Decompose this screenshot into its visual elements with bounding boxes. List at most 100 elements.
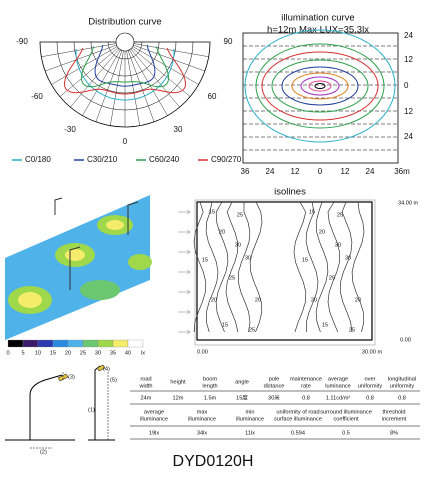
scale-cell (7, 339, 24, 348)
arrow (178, 329, 191, 335)
contour (339, 201, 353, 333)
corner-label: 0.00 (197, 349, 208, 355)
scale-label: 30 (95, 350, 101, 356)
scale-cell (82, 339, 99, 348)
contour (315, 201, 329, 333)
scale-label: 25 (80, 350, 86, 356)
scale-cell (22, 339, 39, 348)
polar-curve (75, 48, 175, 101)
contour-label: 30 (245, 255, 251, 261)
table-header: luminance (325, 383, 351, 389)
x-label: 36m (394, 167, 410, 176)
y-label: 12 (404, 55, 413, 64)
corner-label: 34.00 m (398, 200, 419, 206)
table-header: average (328, 376, 348, 382)
x-label: 12 (291, 167, 300, 176)
table-header: surround illuminance (320, 409, 372, 415)
arrow (178, 229, 191, 235)
scale-cell (127, 339, 144, 348)
angle-label: -30 (64, 125, 76, 134)
arrow (178, 209, 191, 215)
footer: DYD0120H (173, 453, 254, 470)
iso-lux (300, 76, 340, 96)
polar-spoke (41, 41, 126, 57)
contour-label: 25 (329, 275, 335, 281)
polar-hub (115, 32, 135, 52)
angle-label: 60 (208, 92, 217, 101)
table-value: 19lx (149, 430, 159, 436)
iso-lux (255, 43, 385, 129)
title: illumination curve (281, 13, 354, 24)
table-header: angle (235, 379, 249, 385)
table-header: min (245, 409, 254, 415)
table-header: road (140, 376, 151, 382)
dim-label: (3) (68, 374, 75, 380)
heat-blob (128, 254, 152, 270)
table-header: maintenance (290, 376, 322, 382)
table-header: max (197, 409, 208, 415)
contour-label: 25 (349, 327, 355, 333)
polar-spoke (70, 41, 126, 108)
table-header: height (170, 379, 186, 385)
table-value: 0.8 (398, 395, 406, 401)
contour (305, 201, 319, 332)
x-label: 36 (241, 167, 250, 176)
table-value: 12m (173, 395, 184, 401)
lamp (57, 364, 106, 382)
scale-label: 35 (110, 350, 116, 356)
contour (225, 201, 239, 333)
angle-label: 90 (224, 37, 233, 46)
dim-label: (5) (110, 377, 117, 383)
contour-label: 30 (345, 255, 351, 261)
contour (237, 202, 251, 333)
heat-blob (80, 280, 120, 300)
contour-label: 20 (211, 297, 217, 303)
table-value: 24m (141, 395, 152, 401)
table-header: longitudinal (388, 376, 416, 382)
legend-label: C30/210 (87, 155, 118, 164)
y-label: 24 (404, 132, 413, 141)
polar-spoke (124, 41, 140, 126)
iso-lux (271, 59, 369, 113)
table-header: illuminance (188, 416, 216, 422)
contour (205, 201, 219, 333)
contour-label: 15 (222, 322, 228, 328)
contour (327, 201, 340, 333)
scale-label: 15 (50, 350, 56, 356)
table-value: 0.5 (342, 430, 350, 436)
iso-lux (281, 66, 359, 106)
x-label: 24 (266, 167, 275, 176)
polar-spoke (51, 41, 126, 85)
scale-label: 0 (6, 350, 9, 356)
polar-spoke (45, 41, 126, 72)
polar-spoke (124, 41, 191, 97)
scale-label: 40 (125, 350, 131, 356)
polar-spoke (124, 41, 209, 57)
scale-label: 5 (21, 350, 24, 356)
angle-label: -90 (16, 37, 28, 46)
iso-lux (291, 72, 349, 100)
table-value: 11lx (245, 430, 255, 436)
contour-label: 25 (229, 275, 235, 281)
table-value: 1.5m (204, 395, 217, 401)
iso-frame (194, 199, 376, 346)
contour (351, 201, 365, 333)
table-header: distance (264, 383, 285, 389)
scale-label: 20 (65, 350, 71, 356)
contour-label: 15 (302, 257, 308, 263)
legend-label: C90/270 (211, 155, 242, 164)
polar-spoke (59, 41, 126, 97)
heat-blob (65, 249, 85, 261)
table-header: uniformity (390, 383, 414, 389)
polar-spoke (124, 41, 180, 108)
iso-lux (261, 51, 379, 121)
contour (193, 201, 207, 333)
contour (293, 201, 307, 333)
scale-cell (97, 339, 114, 348)
contour-label: 30 (335, 242, 341, 248)
pole-drawing (5, 365, 115, 441)
table-header: length (202, 383, 217, 389)
table-value: 0.594 (291, 430, 305, 436)
dim-line (30, 372, 109, 449)
pole-line (54, 197, 139, 290)
